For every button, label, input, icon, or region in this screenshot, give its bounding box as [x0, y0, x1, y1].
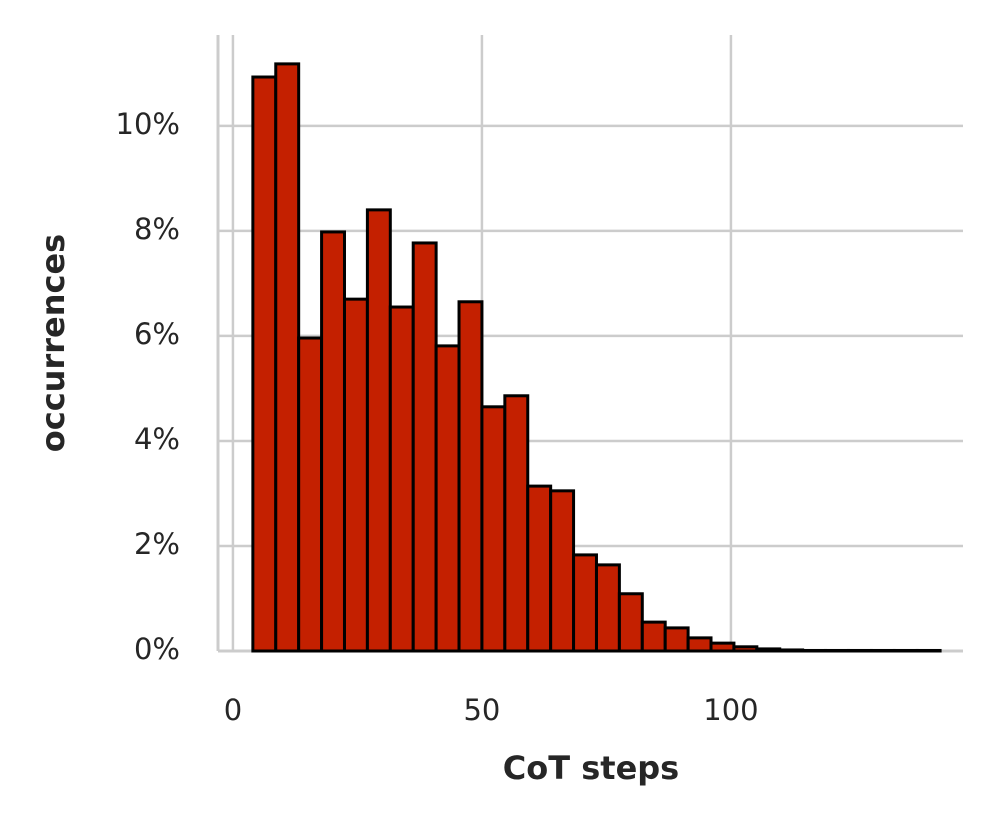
- bar: [320, 230, 346, 653]
- y-tick-label: 2%: [134, 527, 180, 561]
- bar: [503, 394, 530, 653]
- bar: [801, 648, 828, 653]
- bar: [411, 241, 438, 653]
- y-tick-label: 0%: [134, 632, 180, 666]
- bar: [617, 592, 644, 653]
- bar: [709, 641, 736, 653]
- bar: [755, 647, 782, 653]
- bar: [640, 620, 667, 653]
- bar: [526, 484, 553, 653]
- x-axis-label: CoT steps: [503, 749, 679, 787]
- x-tick-label: 50: [463, 693, 500, 727]
- bar: [663, 626, 690, 653]
- y-tick-label: 6%: [134, 317, 180, 351]
- y-tick-label: 10%: [116, 107, 180, 141]
- bar: [365, 208, 392, 653]
- y-tick-label: 4%: [134, 422, 180, 456]
- bar: [686, 636, 713, 653]
- y-axis-label: occurrences: [34, 234, 72, 452]
- bar: [732, 645, 759, 653]
- bar: [388, 305, 415, 653]
- y-tick-label: 8%: [134, 212, 180, 246]
- bar: [297, 336, 324, 653]
- bar: [869, 648, 896, 653]
- x-tick-label: 100: [703, 693, 758, 727]
- bar: [594, 563, 621, 653]
- bar: [549, 489, 576, 653]
- bar: [778, 648, 805, 653]
- bar: [480, 405, 507, 653]
- bar: [274, 62, 301, 653]
- bar: [892, 648, 919, 653]
- bar: [572, 553, 598, 653]
- bar: [846, 648, 873, 653]
- bar: [824, 648, 850, 653]
- x-tick-label: 0: [224, 693, 242, 727]
- bar: [457, 300, 484, 653]
- bar: [915, 648, 942, 653]
- bar: [342, 297, 369, 653]
- bar: [251, 75, 278, 653]
- bar: [434, 344, 461, 653]
